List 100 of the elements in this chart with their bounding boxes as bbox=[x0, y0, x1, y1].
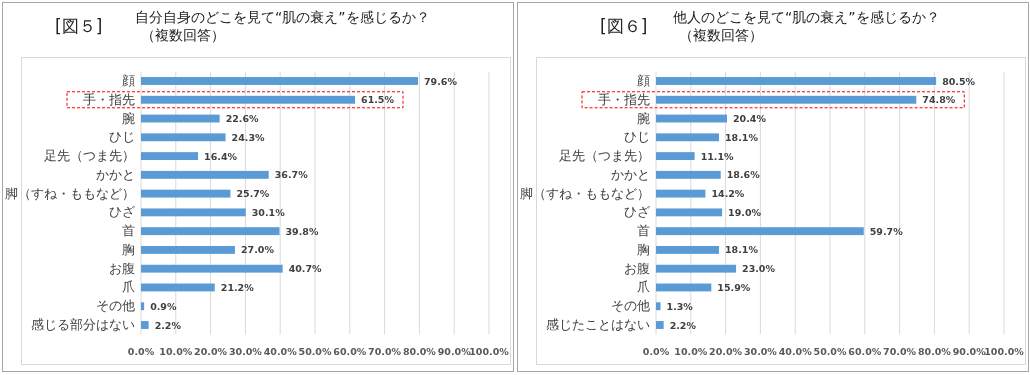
bar bbox=[656, 189, 706, 198]
x-tick-label: 10.0% bbox=[159, 346, 193, 357]
x-tick-label: 40.0% bbox=[778, 346, 813, 357]
y-tick-label: 顔 bbox=[122, 73, 135, 88]
data-label: 61.5% bbox=[361, 94, 395, 106]
x-tick-label: 0.0% bbox=[127, 346, 155, 357]
data-label: 80.5% bbox=[942, 75, 976, 87]
x-tick-label: 80.0% bbox=[402, 346, 437, 357]
data-label: 2.2% bbox=[154, 319, 182, 331]
data-label: 20.4% bbox=[732, 113, 767, 125]
y-tick-label: 手・指先 bbox=[598, 91, 650, 107]
data-label: 14.2% bbox=[711, 188, 745, 200]
y-tick-label: ひざ bbox=[624, 204, 650, 220]
bar bbox=[656, 170, 721, 179]
x-tick-label: 60.0% bbox=[333, 346, 367, 357]
y-tick-label: その他 bbox=[611, 298, 650, 314]
x-tick-label: 20.0% bbox=[709, 346, 743, 357]
data-label: 25.7% bbox=[236, 188, 270, 200]
data-label: 2.2% bbox=[669, 319, 697, 331]
data-label: 19.0% bbox=[728, 206, 762, 218]
y-tick-label: ひじ bbox=[624, 129, 650, 145]
text: （複数回答） bbox=[679, 27, 763, 44]
x-tick-label: 70.0% bbox=[883, 346, 917, 357]
data-label: 79.6% bbox=[424, 75, 458, 87]
bar bbox=[656, 227, 864, 236]
x-tick-label: 60.0% bbox=[848, 346, 882, 357]
bar bbox=[141, 170, 269, 179]
y-tick-label: 感じたことはない bbox=[546, 317, 650, 332]
bar bbox=[141, 321, 149, 329]
x-tick-label: 50.0% bbox=[298, 346, 332, 357]
x-tick-label: 0.0% bbox=[642, 346, 670, 357]
x-tick-label: 20.0% bbox=[194, 346, 228, 357]
bar bbox=[141, 227, 280, 236]
x-tick-label: 50.0% bbox=[813, 346, 847, 357]
x-tick-label: 90.0% bbox=[952, 346, 987, 357]
data-label: 30.1% bbox=[251, 206, 286, 218]
data-label: 59.7% bbox=[869, 225, 904, 237]
x-tick-label: 30.0% bbox=[743, 346, 778, 357]
y-tick-label: 爪 bbox=[637, 279, 650, 295]
y-tick-label: 足先（つま先） bbox=[559, 148, 650, 164]
chart-subtitle: 自分自身のどこを見て“肌の衰え”を感じるか？ bbox=[135, 9, 430, 26]
data-label: 36.7% bbox=[274, 169, 309, 181]
bar bbox=[656, 264, 737, 273]
data-label: 18.1% bbox=[724, 244, 759, 256]
chart-title: [図６] bbox=[600, 15, 648, 38]
bar bbox=[141, 245, 235, 254]
y-tick-label: お腹 bbox=[109, 260, 135, 276]
data-label: 23.0% bbox=[742, 263, 776, 275]
x-tick-label: 80.0% bbox=[917, 346, 952, 357]
chart-subtitle: 他人のどこを見て“肌の衰え”を感じるか？ bbox=[673, 9, 940, 26]
bar bbox=[656, 321, 664, 329]
bar bbox=[656, 77, 937, 85]
x-tick-label: 40.0% bbox=[263, 346, 298, 357]
bar bbox=[656, 302, 661, 311]
chart-title: [図５] bbox=[55, 15, 103, 38]
bar bbox=[141, 95, 356, 104]
bar bbox=[141, 152, 199, 161]
y-tick-label: お腹 bbox=[624, 260, 650, 276]
bar bbox=[141, 189, 231, 198]
x-tick-label: 90.0% bbox=[437, 346, 472, 357]
y-tick-label: 胸 bbox=[637, 241, 650, 257]
bar bbox=[141, 208, 246, 217]
x-tick-label: 30.0% bbox=[228, 346, 263, 357]
y-tick-label: 感じる部分はない bbox=[31, 317, 135, 332]
data-label: 11.1% bbox=[700, 150, 735, 162]
bar bbox=[656, 152, 695, 161]
y-tick-label: かかと bbox=[611, 166, 650, 182]
y-tick-label: 首 bbox=[637, 223, 650, 239]
y-tick-label: その他 bbox=[96, 298, 135, 314]
data-label: 16.4% bbox=[204, 150, 238, 162]
x-tick-label: 10.0% bbox=[674, 346, 708, 357]
data-label: 24.3% bbox=[231, 131, 265, 143]
data-label: 0.9% bbox=[150, 300, 177, 312]
data-label: 1.3% bbox=[666, 300, 694, 312]
y-tick-label: 手・指先 bbox=[83, 91, 135, 107]
y-tick-label: 胸 bbox=[122, 241, 135, 257]
data-label: 22.6% bbox=[225, 113, 260, 125]
y-tick-label: 首 bbox=[122, 223, 135, 239]
data-label: 40.7% bbox=[288, 263, 323, 275]
x-tick-label: 100.0% bbox=[984, 346, 1025, 357]
x-tick-label: 100.0% bbox=[469, 346, 510, 357]
y-tick-label: ひじ bbox=[109, 129, 135, 145]
bar bbox=[141, 302, 145, 311]
data-label: 27.0% bbox=[240, 244, 275, 256]
bar bbox=[656, 95, 917, 104]
y-tick-label: 脚（すね・ももなど） bbox=[5, 185, 135, 201]
y-tick-label: 足先（つま先） bbox=[44, 148, 135, 164]
y-tick-label: かかと bbox=[96, 166, 135, 182]
bar bbox=[141, 264, 283, 273]
data-label: 15.9% bbox=[717, 281, 751, 293]
y-tick-label: 脚（すね・ももなど） bbox=[520, 185, 650, 201]
y-tick-label: ひざ bbox=[109, 204, 135, 220]
bar bbox=[656, 245, 719, 254]
data-label: 18.6% bbox=[726, 169, 761, 181]
x-tick-label: 70.0% bbox=[368, 346, 402, 357]
bar bbox=[656, 133, 719, 142]
y-tick-label: 腕 bbox=[637, 110, 650, 126]
y-tick-label: 爪 bbox=[122, 279, 135, 295]
y-tick-label: 顔 bbox=[637, 73, 650, 88]
bar bbox=[656, 208, 723, 217]
